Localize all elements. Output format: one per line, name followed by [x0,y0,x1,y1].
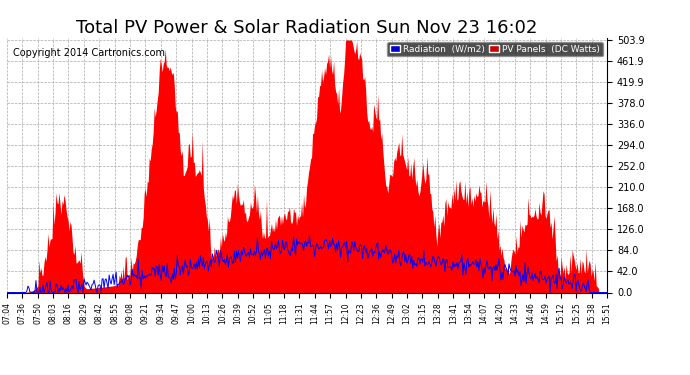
Legend: Radiation  (W/m2), PV Panels  (DC Watts): Radiation (W/m2), PV Panels (DC Watts) [387,42,602,56]
Text: Copyright 2014 Cartronics.com: Copyright 2014 Cartronics.com [13,48,165,58]
Title: Total PV Power & Solar Radiation Sun Nov 23 16:02: Total PV Power & Solar Radiation Sun Nov… [77,20,538,38]
